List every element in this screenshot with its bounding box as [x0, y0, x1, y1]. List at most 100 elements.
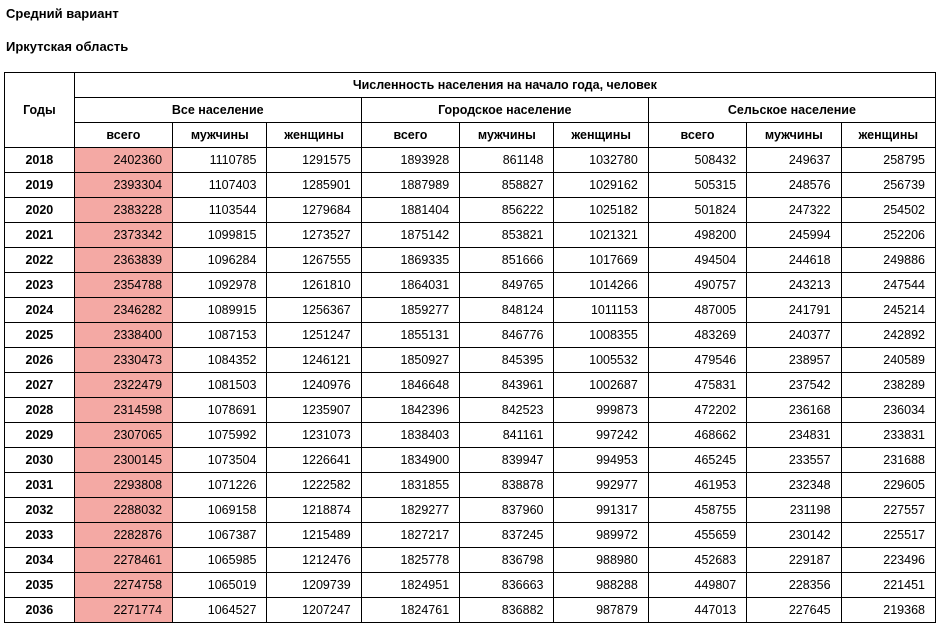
- header-sub-total: всего: [648, 123, 746, 148]
- cell-value: 487005: [648, 298, 746, 323]
- cell-value: 245214: [841, 298, 935, 323]
- cell-value: 1002687: [554, 373, 648, 398]
- cell-value: 1226641: [267, 448, 361, 473]
- cell-value: 1011153: [554, 298, 648, 323]
- table-row: 2018240236011107851291575189392886114810…: [5, 148, 936, 173]
- cell-value: 458755: [648, 498, 746, 523]
- header-sub-male: мужчины: [173, 123, 267, 148]
- cell-value: 836798: [460, 548, 554, 573]
- cell-value: 1251247: [267, 323, 361, 348]
- cell-year: 2034: [5, 548, 75, 573]
- cell-value: 1240976: [267, 373, 361, 398]
- cell-value: 837245: [460, 523, 554, 548]
- cell-value: 2307065: [74, 423, 172, 448]
- cell-value: 1855131: [361, 323, 459, 348]
- cell-value: 2300145: [74, 448, 172, 473]
- cell-value: 1859277: [361, 298, 459, 323]
- cell-value: 1071226: [173, 473, 267, 498]
- table-row: 2025233840010871531251247185513184677610…: [5, 323, 936, 348]
- cell-year: 2023: [5, 273, 75, 298]
- table-row: 2019239330411074031285901188798985882710…: [5, 173, 936, 198]
- table-row: 2023235478810929781261810186403184976510…: [5, 273, 936, 298]
- table-row: 2035227475810650191209739182495183666398…: [5, 573, 936, 598]
- table-row: 2024234628210899151256367185927784812410…: [5, 298, 936, 323]
- cell-value: 247544: [841, 273, 935, 298]
- cell-value: 2338400: [74, 323, 172, 348]
- cell-value: 1261810: [267, 273, 361, 298]
- cell-value: 483269: [648, 323, 746, 348]
- cell-value: 1231073: [267, 423, 361, 448]
- cell-value: 2314598: [74, 398, 172, 423]
- cell-value: 1029162: [554, 173, 648, 198]
- cell-value: 2354788: [74, 273, 172, 298]
- cell-year: 2033: [5, 523, 75, 548]
- cell-value: 1103544: [173, 198, 267, 223]
- cell-value: 837960: [460, 498, 554, 523]
- header-sub-total: всего: [74, 123, 172, 148]
- cell-value: 240377: [747, 323, 841, 348]
- cell-value: 1824761: [361, 598, 459, 623]
- cell-value: 1025182: [554, 198, 648, 223]
- cell-value: 992977: [554, 473, 648, 498]
- cell-value: 248576: [747, 173, 841, 198]
- cell-value: 237542: [747, 373, 841, 398]
- region-title: Иркутская область: [4, 39, 936, 54]
- cell-value: 1207247: [267, 598, 361, 623]
- cell-value: 1235907: [267, 398, 361, 423]
- cell-value: 219368: [841, 598, 935, 623]
- cell-value: 1215489: [267, 523, 361, 548]
- cell-value: 989972: [554, 523, 648, 548]
- cell-year: 2018: [5, 148, 75, 173]
- cell-value: 2288032: [74, 498, 172, 523]
- cell-value: 1218874: [267, 498, 361, 523]
- table-row: 2022236383910962841267555186933585166610…: [5, 248, 936, 273]
- cell-value: 1073504: [173, 448, 267, 473]
- cell-value: 494504: [648, 248, 746, 273]
- cell-value: 1092978: [173, 273, 267, 298]
- table-row: 2031229380810712261222582183185583887899…: [5, 473, 936, 498]
- table-row: 2029230706510759921231073183840384116199…: [5, 423, 936, 448]
- cell-value: 1069158: [173, 498, 267, 523]
- cell-value: 988980: [554, 548, 648, 573]
- cell-value: 1065985: [173, 548, 267, 573]
- cell-value: 247322: [747, 198, 841, 223]
- cell-value: 227557: [841, 498, 935, 523]
- cell-value: 244618: [747, 248, 841, 273]
- cell-value: 1881404: [361, 198, 459, 223]
- cell-value: 1067387: [173, 523, 267, 548]
- cell-value: 229605: [841, 473, 935, 498]
- cell-value: 505315: [648, 173, 746, 198]
- cell-value: 233831: [841, 423, 935, 448]
- cell-value: 2383228: [74, 198, 172, 223]
- cell-value: 238957: [747, 348, 841, 373]
- cell-value: 1078691: [173, 398, 267, 423]
- cell-value: 839947: [460, 448, 554, 473]
- table-row: 2034227846110659851212476182577883679898…: [5, 548, 936, 573]
- cell-value: 2393304: [74, 173, 172, 198]
- cell-year: 2022: [5, 248, 75, 273]
- cell-value: 1869335: [361, 248, 459, 273]
- cell-value: 1107403: [173, 173, 267, 198]
- cell-value: 1087153: [173, 323, 267, 348]
- cell-value: 490757: [648, 273, 746, 298]
- cell-value: 498200: [648, 223, 746, 248]
- cell-value: 242892: [841, 323, 935, 348]
- cell-value: 243213: [747, 273, 841, 298]
- cell-value: 1209739: [267, 573, 361, 598]
- cell-value: 2363839: [74, 248, 172, 273]
- population-table: Годы Численность населения на начало год…: [4, 72, 936, 623]
- cell-value: 465245: [648, 448, 746, 473]
- cell-value: 1267555: [267, 248, 361, 273]
- header-sub-female: женщины: [554, 123, 648, 148]
- cell-value: 988288: [554, 573, 648, 598]
- cell-value: 1212476: [267, 548, 361, 573]
- cell-value: 845395: [460, 348, 554, 373]
- cell-value: 245994: [747, 223, 841, 248]
- cell-value: 836882: [460, 598, 554, 623]
- cell-value: 1096284: [173, 248, 267, 273]
- cell-value: 851666: [460, 248, 554, 273]
- cell-value: 479546: [648, 348, 746, 373]
- cell-value: 1075992: [173, 423, 267, 448]
- cell-value: 241791: [747, 298, 841, 323]
- cell-value: 1838403: [361, 423, 459, 448]
